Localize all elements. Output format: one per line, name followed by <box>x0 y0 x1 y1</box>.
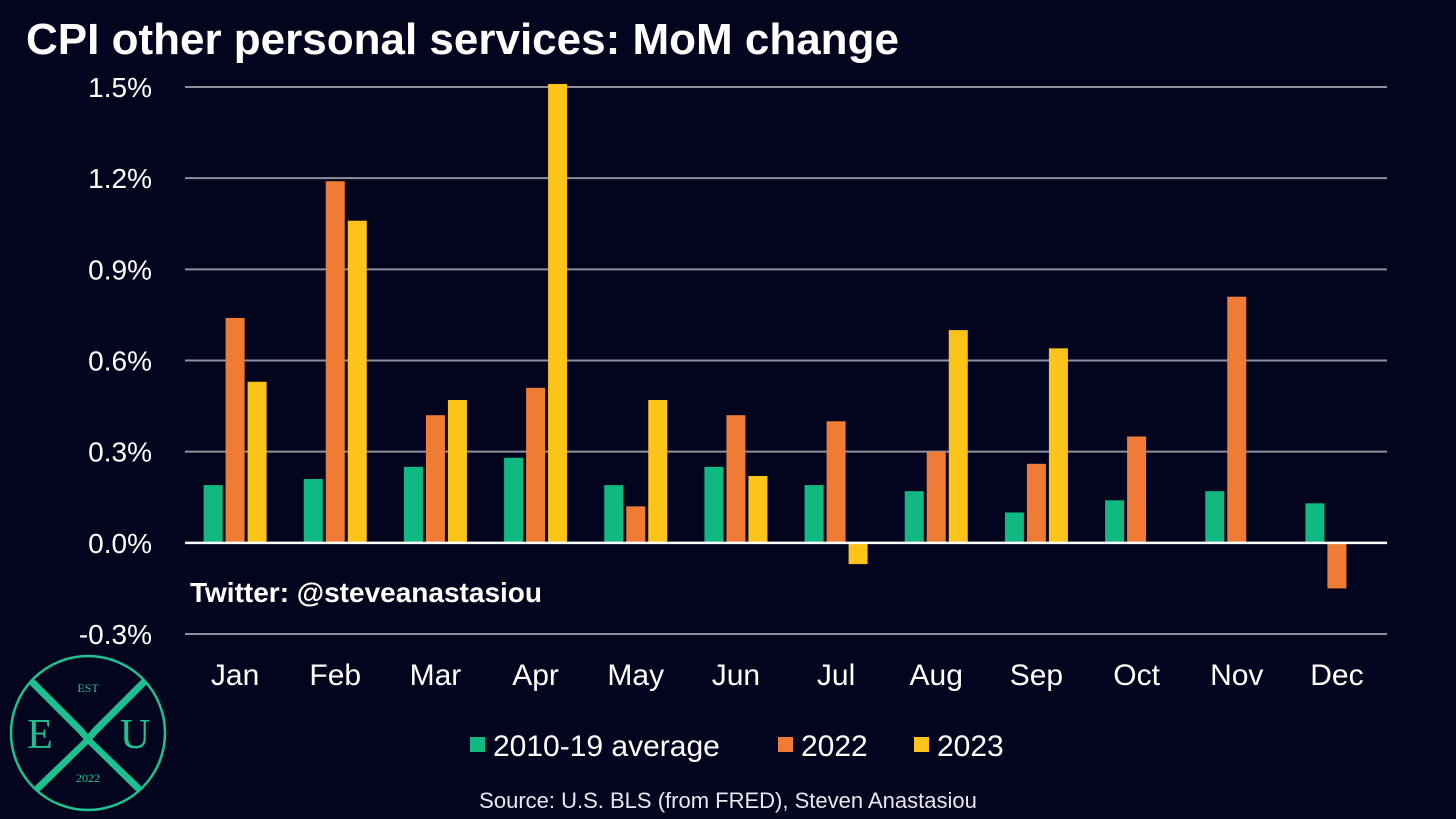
bar-2022-aug <box>926 451 946 543</box>
bar-2010-19-average-nov <box>1205 491 1225 543</box>
logo-year: 2022 <box>76 771 100 785</box>
y-tick-label: 0.6% <box>88 346 152 377</box>
bar-2010-19-average-feb <box>303 479 323 543</box>
legend-label: 2023 <box>937 730 1004 763</box>
y-tick-label: 0.3% <box>88 437 152 468</box>
bar-2010-19-average-oct <box>1105 500 1125 543</box>
x-axis-categories: Jan Feb Mar Apr May Jun Jul Aug Sep Oct Nov Dec <box>211 659 1364 692</box>
bar-2010-19-average-sep <box>1004 512 1024 543</box>
logo-x-stroke-2 <box>33 678 148 793</box>
bar-2023-jul <box>848 542 868 565</box>
bar-2022-jan <box>225 317 245 543</box>
bar-2023-sep <box>1048 348 1068 543</box>
logo-circle <box>9 654 167 812</box>
legend-swatch <box>778 737 793 752</box>
bar-2023-may <box>648 400 668 543</box>
bar-2022-sep <box>1026 463 1046 543</box>
bar-2022-may <box>626 506 646 543</box>
exu-logo: EST E U 2022 <box>9 654 167 812</box>
bar-2023-jun <box>748 475 768 543</box>
logo-est: EST <box>77 681 99 695</box>
x-category-label: Feb <box>309 659 361 692</box>
x-category-label: Mar <box>410 659 462 692</box>
bar-2010-19-average-apr <box>504 457 524 543</box>
bar-2023-apr <box>548 83 568 543</box>
bar-2022-feb <box>325 181 345 543</box>
x-category-label: Oct <box>1113 659 1160 692</box>
y-tick-label: 1.5% <box>88 72 152 103</box>
watermark-handle: Twitter: @steveanastasiou <box>190 577 542 608</box>
logo-x-stroke-1 <box>28 678 143 793</box>
legend-label: 2022 <box>801 730 868 763</box>
legend-swatch <box>914 737 929 752</box>
source-note: Source: U.S. BLS (from FRED), Steven Ana… <box>479 788 977 813</box>
bar-2010-19-average-jan <box>203 485 223 543</box>
x-category-label: Aug <box>910 659 963 692</box>
y-tick-label: 1.2% <box>88 163 152 194</box>
bar-2010-19-average-dec <box>1305 503 1325 543</box>
logo-letter-right: U <box>120 712 150 758</box>
x-category-label: Jan <box>211 659 259 692</box>
x-category-label: Nov <box>1210 659 1263 692</box>
bar-2023-aug <box>948 330 968 543</box>
bar-2022-nov <box>1227 296 1247 543</box>
bar-2010-19-average-jun <box>704 466 724 543</box>
y-tick-label: -0.3% <box>79 619 152 650</box>
y-tick-label: 0.9% <box>88 254 152 285</box>
bar-2022-mar <box>425 415 445 543</box>
bar-2023-jan <box>247 381 267 543</box>
bar-2023-mar <box>447 400 467 543</box>
bar-2023-feb <box>347 220 367 543</box>
x-category-label: Apr <box>512 659 559 692</box>
bar-2010-19-average-may <box>604 485 624 543</box>
chart-title: CPI other personal services: MoM change <box>26 15 899 64</box>
bar-2010-19-average-mar <box>403 466 423 543</box>
x-category-label: Dec <box>1310 659 1363 692</box>
bar-2022-apr <box>526 387 546 543</box>
legend-swatch <box>470 737 485 752</box>
x-category-label: Jul <box>817 659 855 692</box>
legend-label: 2010-19 average <box>493 730 720 763</box>
bar-2022-jun <box>726 415 746 543</box>
y-tick-label: 0.0% <box>88 528 152 559</box>
y-axis-ticks: 1.5% 1.2% 0.9% 0.6% 0.3% 0.0% -0.3% <box>79 72 152 650</box>
x-category-label: Jun <box>712 659 760 692</box>
legend: 2010-19 average 2022 2023 <box>470 730 1004 763</box>
x-category-label: Sep <box>1010 659 1063 692</box>
bars <box>203 83 1347 589</box>
bar-2022-dec <box>1327 542 1347 589</box>
x-category-label: May <box>607 659 664 692</box>
logo-letter-left: E <box>27 712 53 758</box>
bar-2022-jul <box>826 421 846 543</box>
bar-2022-oct <box>1127 436 1147 543</box>
bar-2010-19-average-jul <box>804 485 824 543</box>
gridlines <box>185 86 1387 635</box>
bar-2010-19-average-aug <box>904 491 924 543</box>
